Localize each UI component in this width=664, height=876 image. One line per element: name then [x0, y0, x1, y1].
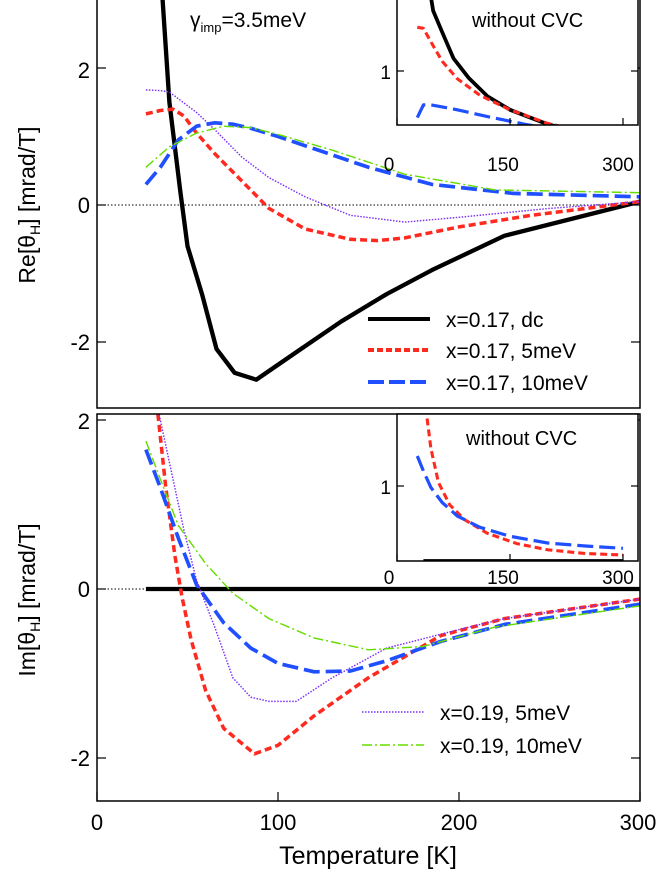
x-axis-label: Temperature [K] [279, 842, 457, 870]
bottom-series-group [144, 414, 640, 756]
top-inset-series-group [415, 0, 562, 125]
top-inset-series-x-0-17-10mev [415, 103, 539, 125]
bottom-xtick-label-100: 100 [260, 810, 297, 835]
bottom-legend: x=0.19, 5meV x=0.19, 10meV [362, 702, 582, 758]
top-frame [96, 0, 641, 409]
top-panel: 2 0 -2 Re[θH] [mrad/T] γimp=3.5meV x=0.1… [14, 0, 641, 409]
bottom-inset-series-group [415, 418, 624, 561]
bottom-ylabel: Im[θH] [mrad/T] [14, 523, 43, 676]
legend-label-5mev: x=0.17, 5meV [446, 340, 576, 363]
top-series-x-0-17-dc [160, 0, 640, 382]
bottom-xtick-label-0: 0 [91, 810, 103, 835]
bottom-series-x-0-19-5mev [158, 414, 640, 703]
bottom-inset-ytick-1: 1 [380, 478, 391, 499]
top-ytick-label-2: 2 [78, 58, 90, 83]
top-inset-frame [396, 0, 639, 126]
legend-label-019-5mev: x=0.19, 5meV [440, 702, 570, 725]
bottom-inset-title: without CVC [465, 428, 577, 450]
top-inset-ytick-1: 1 [380, 63, 391, 84]
bottom-ytick-label-2: 2 [78, 409, 90, 434]
bottom-inset-xtick-300: 300 [602, 568, 634, 589]
top-ylabel: Re[θH] [mrad/T] [14, 126, 43, 283]
bottom-inset: without CVC 1 0 150 300 [380, 413, 639, 589]
top-series-group [144, 0, 640, 382]
bottom-xtick-label-200: 200 [441, 810, 478, 835]
bottom-ytick-label-minus2: -2 [70, 746, 90, 771]
bottom-inset-ticks [396, 485, 638, 561]
top-inset-xtick-150: 150 [487, 155, 519, 176]
top-series-x-0-19-5mev [145, 89, 640, 223]
top-legend: x=0.17, dc x=0.17, 5meV x=0.17, 10meV [368, 309, 588, 395]
bottom-inset-frame [396, 413, 639, 562]
legend-label-10mev: x=0.17, 10meV [446, 372, 588, 395]
top-ytick-label-0: 0 [78, 193, 90, 218]
top-ytick-label-minus2: -2 [70, 330, 90, 355]
bottom-ytick-label-0: 0 [78, 577, 90, 602]
top-inset: without CVC 1 0 150 300 [380, 0, 639, 176]
top-inset-xtick-0: 0 [384, 155, 395, 176]
top-inset-xtick-300: 300 [602, 155, 634, 176]
bottom-frame [96, 413, 641, 802]
legend-label-019-10mev: x=0.19, 10meV [440, 735, 582, 758]
top-inset-series-x-0-17-5mev [417, 25, 562, 125]
gamma-annotation: γimp=3.5meV [190, 9, 306, 35]
bottom-xtick-label-300: 300 [620, 810, 657, 835]
legend-label-dc: x=0.17, dc [446, 309, 543, 332]
bottom-inset-series-x-0-17-10mev [415, 455, 624, 550]
top-inset-title: without CVC [471, 10, 583, 32]
top-series-x-0-17-5mev [145, 107, 640, 243]
top-series-x-0-19-10mev [145, 125, 640, 194]
bottom-panel: 2 0 -2 0 100 200 300 Temperature [K] Im[… [14, 409, 657, 870]
bottom-series-x-0-17-5mev [156, 414, 640, 756]
top-inset-series-x-0-17-dc [429, 0, 559, 125]
bottom-inset-xtick-0: 0 [384, 568, 395, 589]
bottom-inset-xtick-150: 150 [487, 568, 519, 589]
bottom-series-x-0-19-10mev [145, 440, 640, 651]
